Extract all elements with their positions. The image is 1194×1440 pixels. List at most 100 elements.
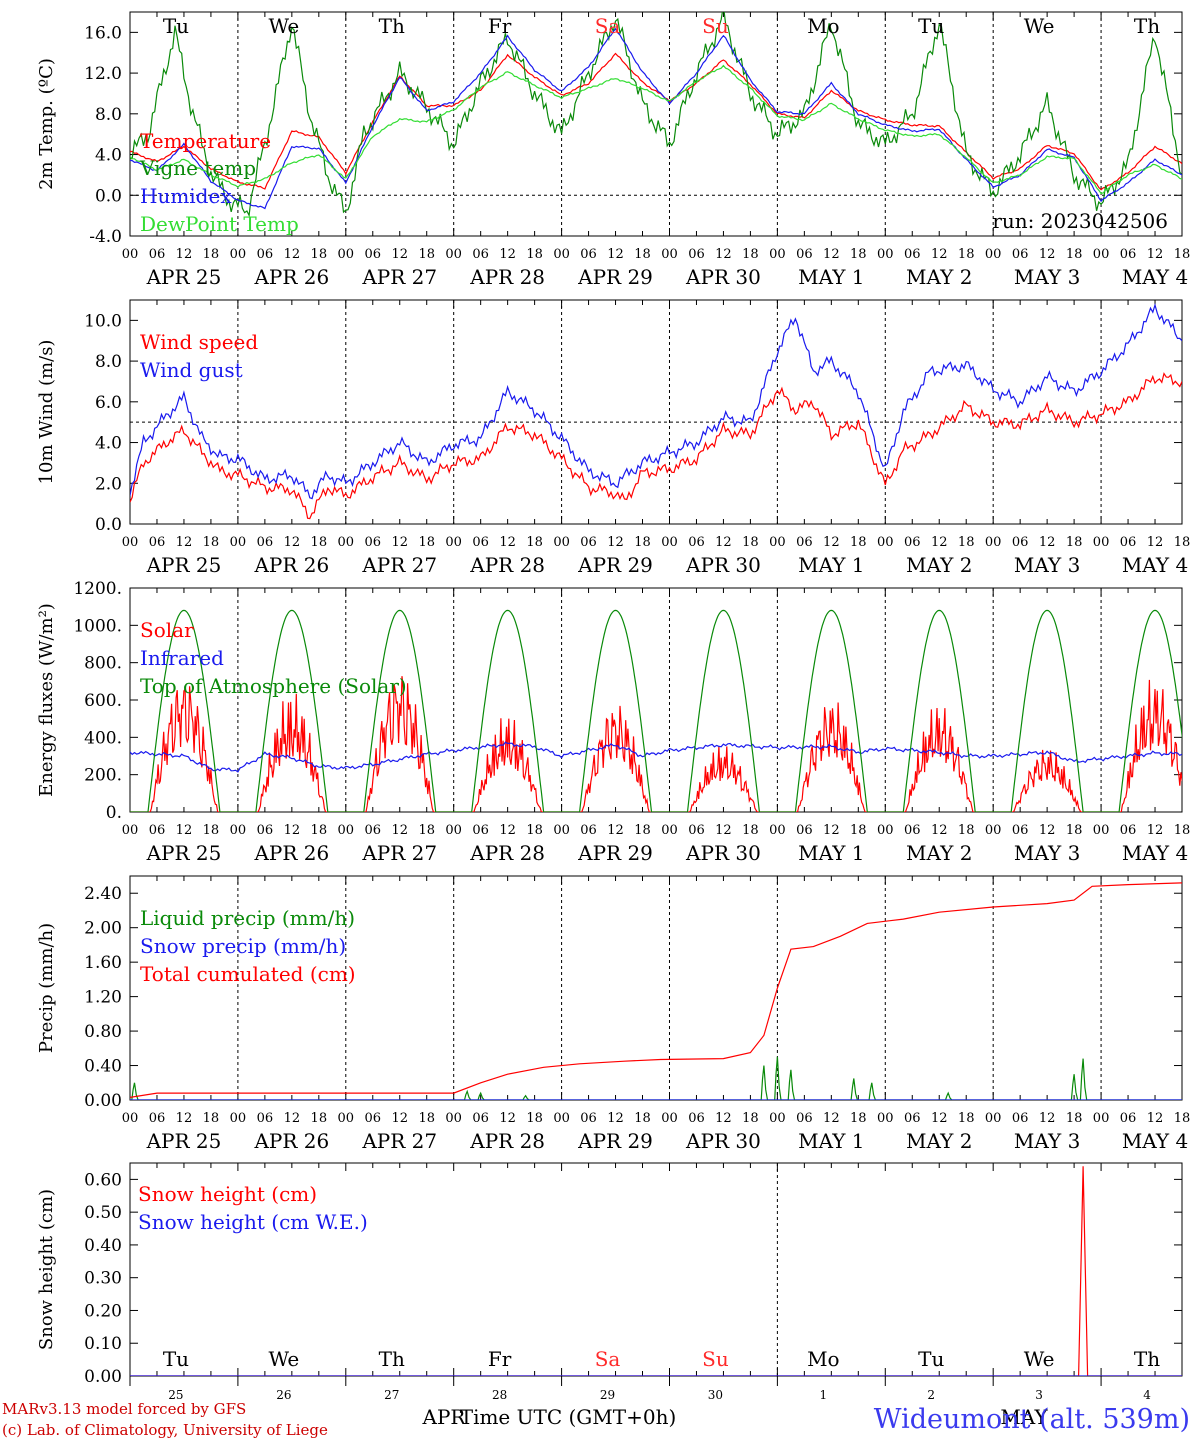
hour-label: 00: [230, 535, 247, 550]
credit-line-2: (c) Lab. of Climatology, University of L…: [2, 1421, 328, 1439]
hour-label: 00: [769, 823, 786, 838]
panel-2: 0. 200. 400. 600. 800. 1000. 1200. Energy fluxe…: [36, 579, 1190, 865]
day-name-top: We: [268, 14, 299, 38]
date-label: MAY 3: [1014, 553, 1080, 577]
hour-label: 00: [122, 823, 139, 838]
hour-label: 12: [931, 535, 948, 550]
day-name-bottom: Th: [379, 1347, 405, 1371]
hour-label: 12: [284, 247, 301, 262]
hour-label: 12: [823, 535, 840, 550]
day-name-top: Tu: [163, 14, 189, 38]
y-tick-label: 0.20: [84, 1301, 122, 1321]
y-tick-label: 6.0: [95, 393, 122, 413]
hour-label: 06: [149, 823, 166, 838]
hour-label: 06: [688, 247, 705, 262]
y-tick-label: 1200.: [73, 579, 122, 599]
hour-label: 18: [526, 535, 543, 550]
hour-label: 06: [257, 247, 274, 262]
hour-label: 00: [1093, 535, 1110, 550]
hour-label: 12: [391, 823, 408, 838]
hour-label: 00: [122, 247, 139, 262]
hour-label: 18: [203, 1111, 220, 1126]
y-tick-label: 0.80: [84, 1022, 122, 1042]
date-label: APR 26: [253, 553, 329, 577]
hour-label: 00: [985, 247, 1002, 262]
day-number: 1: [820, 1388, 828, 1402]
day-name-top: Sa: [595, 14, 621, 38]
y-tick-label: 10.0: [84, 311, 122, 331]
date-label: MAY 3: [1014, 841, 1080, 865]
month-label-may: MAY: [1000, 1405, 1048, 1429]
date-label: APR 26: [253, 265, 329, 289]
day-name-top: Fr: [488, 14, 512, 38]
hour-label: 06: [472, 247, 489, 262]
x-axis-title: Time UTC (GMT+0h): [460, 1405, 677, 1429]
series-group: [130, 1166, 1182, 1376]
date-label: APR 27: [361, 841, 437, 865]
hour-label: 06: [364, 823, 381, 838]
hour-label: 18: [958, 535, 975, 550]
legend-entry: DewPoint Temp: [140, 212, 299, 236]
hour-label: 06: [688, 823, 705, 838]
date-label: MAY 3: [1014, 265, 1080, 289]
y-tick-label: 12.0: [84, 64, 122, 84]
hour-label: 18: [203, 823, 220, 838]
hour-label: 06: [257, 823, 274, 838]
date-label: APR 29: [577, 1129, 653, 1153]
date-label: APR 27: [361, 553, 437, 577]
date-label: MAY 2: [906, 1129, 972, 1153]
series-line-dewpoint-temp: [130, 64, 1182, 195]
plot-frame: [129, 11, 1183, 237]
series-group: [130, 609, 1182, 812]
series-group: [130, 12, 1182, 218]
hour-label: 12: [176, 247, 193, 262]
legend-entry: Infrared: [140, 646, 224, 670]
hour-label: 00: [1093, 1111, 1110, 1126]
date-label: MAY 2: [906, 841, 972, 865]
hour-label: 12: [1039, 247, 1056, 262]
y-tick-label: 8.0: [95, 352, 122, 372]
hour-label: 12: [176, 535, 193, 550]
date-label: MAY 4: [1122, 553, 1188, 577]
hour-label: 06: [1120, 247, 1137, 262]
hour-label: 00: [661, 535, 678, 550]
date-label: APR 28: [469, 841, 545, 865]
hour-label: 00: [877, 535, 894, 550]
legend-entry: Wind speed: [140, 330, 258, 354]
hour-label: 06: [257, 1111, 274, 1126]
hour-label: 00: [553, 535, 570, 550]
day-number: 28: [492, 1388, 507, 1402]
date-label: APR 30: [685, 841, 761, 865]
day-name-bottom: Mo: [807, 1347, 840, 1371]
hour-label: 12: [1039, 535, 1056, 550]
day-name-top: Mo: [807, 14, 840, 38]
day-number: 4: [1143, 1388, 1151, 1402]
hour-label: 00: [553, 247, 570, 262]
hour-label: 06: [904, 1111, 921, 1126]
day-name-bottom: Fr: [488, 1347, 512, 1371]
hour-label: 12: [284, 535, 301, 550]
panel-0: -4.0 0.0 4.0 8.0 12.0 16.0 2m Temp. (ºC) 00 06 12…: [36, 11, 1190, 289]
day-name-top: Tu: [918, 14, 944, 38]
hour-label: 18: [203, 247, 220, 262]
hour-label: 12: [1147, 823, 1164, 838]
series-line-wind-gust: [130, 302, 1182, 500]
hour-label: 18: [1174, 535, 1191, 550]
y-axis-label: Precip (mm/h): [36, 923, 57, 1053]
hour-label: 18: [526, 1111, 543, 1126]
hour-label: 00: [877, 823, 894, 838]
date-label: MAY 4: [1122, 265, 1188, 289]
legend-entry: Liquid precip (mm/h): [140, 906, 355, 930]
y-tick-label: 0.30: [84, 1269, 122, 1289]
legend-entry: Snow height (cm): [138, 1182, 317, 1206]
hour-label: 12: [823, 247, 840, 262]
hour-label: 12: [391, 535, 408, 550]
hour-label: 12: [284, 823, 301, 838]
day-number: 3: [1035, 1388, 1043, 1402]
hour-label: 12: [499, 1111, 516, 1126]
hour-label: 00: [338, 823, 355, 838]
y-tick-label: 4.0: [95, 146, 122, 166]
legend-entry: Snow precip (mm/h): [140, 934, 346, 958]
hour-label: 06: [904, 535, 921, 550]
